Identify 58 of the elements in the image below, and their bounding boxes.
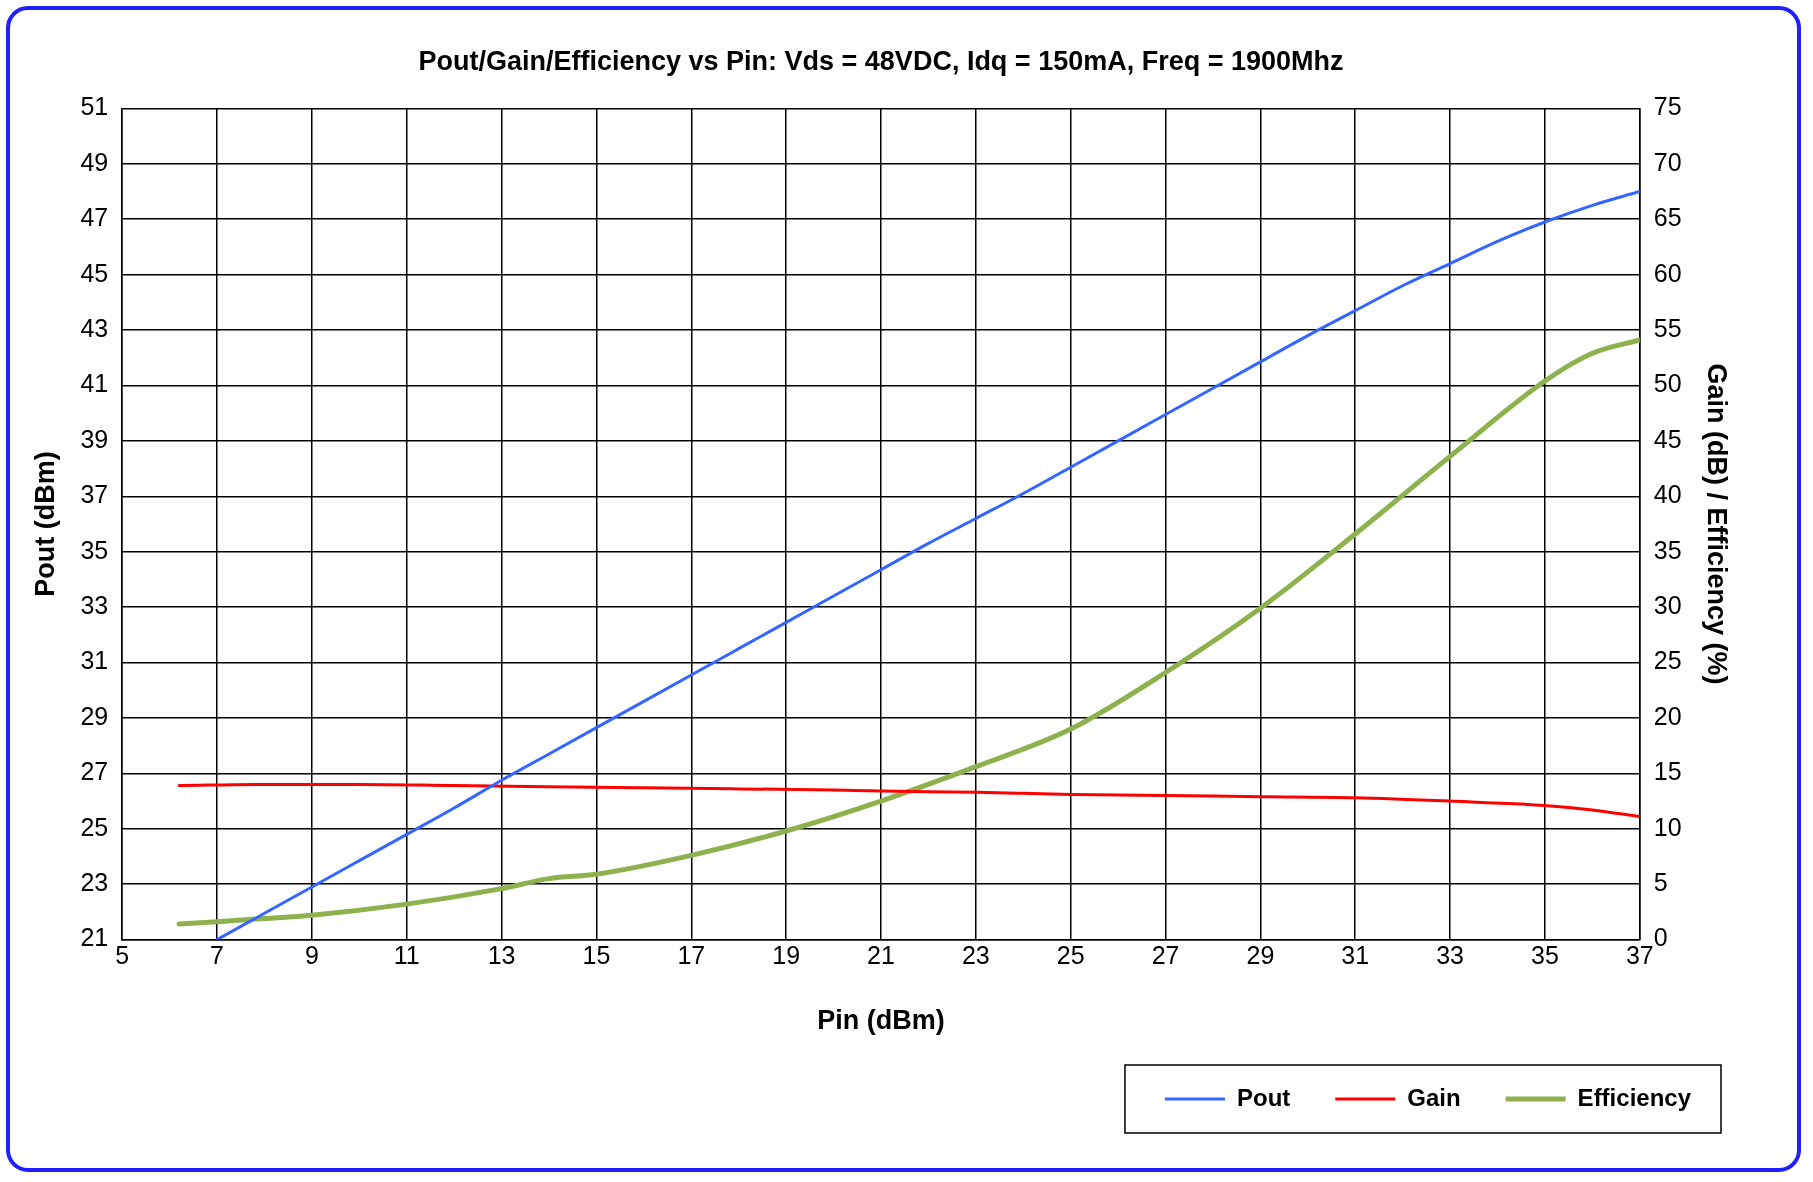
y-tick-label: 37 [80,480,109,509]
y-tick-label: 25 [80,812,109,841]
y-tick-label: 23 [80,868,109,897]
x-tick-label: 33 [1436,941,1464,970]
y-tick-label: 45 [80,258,109,287]
x-tick-label: 37 [1625,941,1654,970]
y-tick-label: 21 [80,923,109,952]
x-tick-label: 27 [1151,941,1180,970]
x-tick-label: 5 [115,941,130,970]
y2-tick-label: 20 [1653,701,1682,730]
y2-tick-label: 65 [1653,203,1682,232]
y-tick-label: 29 [80,701,109,730]
y2-tick-label: 15 [1653,757,1682,786]
y2-axis-title: Gain (dB) / Efficiency (%) [1702,363,1733,685]
y2-tick-label: 70 [1653,147,1682,176]
legend-label: Efficiency [1577,1083,1692,1111]
chart-title: Pout/Gain/Efficiency vs Pin: Vds = 48VDC, Idq = 150mA, Freq = 1900Mhz [418,45,1344,76]
y-tick-label: 43 [80,313,109,342]
x-tick-label: 23 [961,941,990,970]
y-tick-label: 31 [80,646,109,675]
y-tick-label: 41 [80,369,109,398]
y2-tick-label: 5 [1653,868,1668,897]
y2-tick-label: 10 [1653,812,1682,841]
y2-tick-label: 35 [1653,535,1682,564]
y-tick-label: 35 [80,535,109,564]
x-tick-label: 13 [487,941,516,970]
x-tick-label: 17 [677,941,706,970]
y-tick-label: 47 [80,203,109,232]
y2-tick-label: 50 [1653,369,1682,398]
x-tick-label: 7 [210,941,225,970]
x-tick-label: 11 [393,941,420,970]
y2-tick-label: 25 [1653,646,1682,675]
y2-tick-label: 75 [1653,92,1682,121]
y2-tick-label: 55 [1653,313,1682,342]
y2-tick-label: 0 [1653,923,1668,952]
y2-tick-label: 40 [1653,480,1682,509]
y-tick-label: 51 [80,92,109,121]
line-series [177,782,1640,819]
legend-label: Pout [1236,1083,1291,1111]
y-axis-title: Pout (dBm) [29,451,60,597]
x-tick-label: 21 [867,941,895,970]
x-tick-label: 19 [772,941,801,970]
y-tick-label: 27 [80,757,109,786]
y-tick-label: 33 [80,591,109,620]
x-tick-label: 29 [1246,941,1275,970]
x-tick-label: 25 [1056,941,1085,970]
y-tick-label: 49 [80,147,109,176]
x-axis-title: Pin (dBm) [817,1005,945,1036]
line-series [215,190,1640,940]
x-tick-label: 15 [582,941,611,970]
y2-tick-label: 30 [1653,591,1682,620]
x-tick-label: 35 [1531,941,1559,970]
y-tick-label: 39 [80,424,109,453]
x-tick-label: 31 [1341,941,1370,970]
x-tick-label: 9 [304,941,319,970]
y2-tick-label: 60 [1653,258,1682,287]
legend-label: Gain [1407,1083,1461,1111]
y2-tick-label: 45 [1653,424,1682,453]
